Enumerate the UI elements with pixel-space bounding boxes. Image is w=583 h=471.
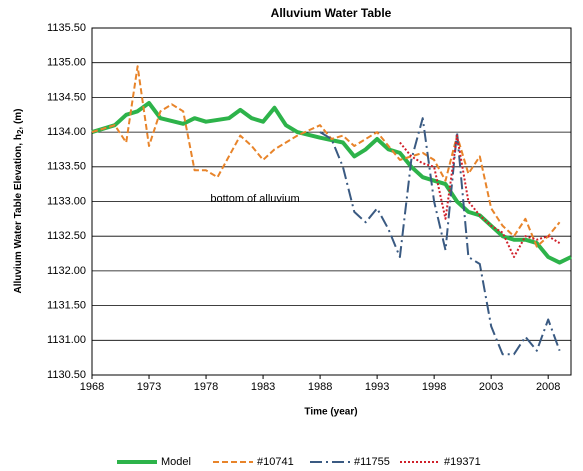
legend-label: #11755 bbox=[354, 456, 390, 468]
x-tick-label: 2008 bbox=[536, 381, 560, 393]
y-tick-label: 1132.00 bbox=[47, 265, 86, 277]
y-tick-label: 1135.50 bbox=[47, 22, 86, 34]
y-axis-label-sub: 2 bbox=[16, 129, 25, 134]
y-axis-label-end: , (m) bbox=[13, 108, 24, 129]
y-tick-label: 1130.50 bbox=[47, 369, 86, 381]
legend-label: #10741 bbox=[257, 456, 294, 468]
x-tick-label: 1978 bbox=[194, 381, 218, 393]
x-tick-label: 1968 bbox=[80, 381, 104, 393]
chart-title: Alluvium Water Table bbox=[271, 6, 392, 20]
x-tick-label: 2003 bbox=[479, 381, 503, 393]
y-tick-label: 1133.50 bbox=[47, 161, 86, 173]
x-tick-label: 1993 bbox=[365, 381, 389, 393]
series-line bbox=[319, 117, 561, 356]
series-line bbox=[91, 65, 561, 248]
series-line bbox=[399, 134, 561, 258]
y-tick-label: 1134.00 bbox=[47, 126, 86, 138]
legend-label: Model bbox=[161, 456, 191, 468]
annotation: bottom of alluvium bbox=[210, 193, 299, 205]
x-tick-label: 1998 bbox=[422, 381, 446, 393]
y-tick-label: 1135.00 bbox=[47, 57, 86, 69]
x-tick-label: 1988 bbox=[308, 381, 332, 393]
x-axis-label: Time (year) bbox=[304, 407, 357, 418]
y-tick-label: 1131.00 bbox=[47, 334, 86, 346]
series-line bbox=[91, 101, 572, 265]
legend-label: #19371 bbox=[444, 456, 481, 468]
y-axis-label-text: Alluvium Water Table Elevation, h bbox=[13, 134, 24, 293]
y-tick-label: 1131.50 bbox=[47, 300, 86, 312]
x-tick-label: 1983 bbox=[251, 381, 275, 393]
y-axis-label: Alluvium Water Table Elevation, h2, (m) bbox=[13, 108, 25, 293]
plot-border bbox=[91, 27, 572, 376]
y-tick-label: 1132.50 bbox=[47, 230, 86, 242]
y-tick-label: 1134.50 bbox=[47, 91, 86, 103]
y-tick-label: 1133.00 bbox=[47, 195, 86, 207]
x-tick-label: 1973 bbox=[137, 381, 161, 393]
